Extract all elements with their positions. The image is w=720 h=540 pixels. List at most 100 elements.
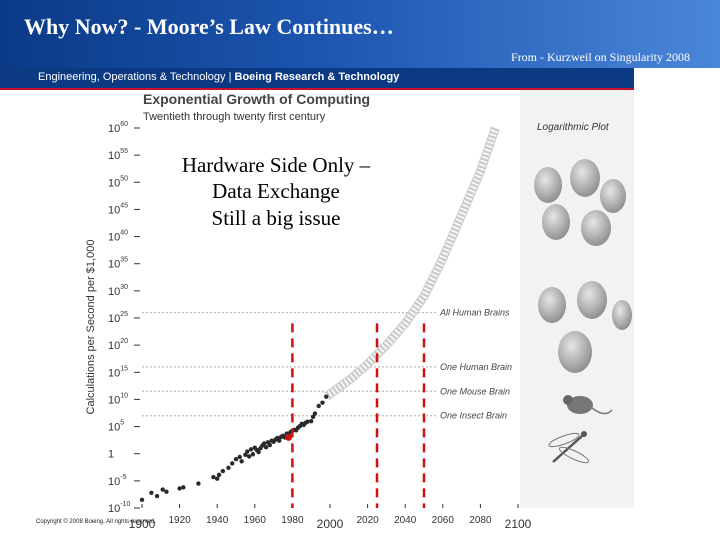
data-point xyxy=(181,485,186,490)
y-tick-exponent: -5 xyxy=(120,474,126,481)
y-tick-label: 105 xyxy=(108,420,124,434)
data-point xyxy=(267,442,273,448)
chart-title: Exponential Growth of Computing xyxy=(143,91,370,107)
projection-band-hatch xyxy=(324,126,499,400)
data-point xyxy=(154,493,160,499)
data-point xyxy=(250,452,256,457)
benchmark-label: One Human Brain xyxy=(440,362,512,372)
human-heads-icon xyxy=(534,159,632,330)
data-point xyxy=(233,456,239,462)
moore-law-chart: Exponential Growth of Computing Twentiet… xyxy=(85,90,634,531)
y-tick-label: 1010 xyxy=(108,392,128,406)
dragonfly-icon xyxy=(548,431,590,464)
benchmark-label-bg xyxy=(436,409,518,422)
data-point xyxy=(316,403,321,409)
data-point xyxy=(245,449,250,454)
y-tick-exponent: 15 xyxy=(120,365,128,372)
x-tick-label: 1920 xyxy=(168,515,191,526)
mouse-icon xyxy=(563,395,613,415)
x-tick-label: 1940 xyxy=(206,515,229,526)
org-band-text: Engineering, Operations & Technology | B… xyxy=(38,71,399,83)
slide-title: Why Now? - Moore’s Law Continues… xyxy=(24,14,394,39)
x-tick-label: 2040 xyxy=(394,515,417,526)
x-tick-label: 2100 xyxy=(505,517,532,531)
org-band-unit: Boeing Research & Technology xyxy=(234,71,400,83)
data-point xyxy=(312,411,318,416)
data-point xyxy=(237,454,242,460)
x-tick-label: 1900 xyxy=(129,517,156,531)
overlay-line-3: Still a big issue xyxy=(212,206,341,230)
y-tick-exponent: 60 xyxy=(120,121,128,128)
y-tick-exponent: 10 xyxy=(120,392,128,399)
y-tick-exponent: 50 xyxy=(120,175,128,182)
y-tick-label: 1060 xyxy=(108,121,128,135)
y-tick-exponent: 40 xyxy=(120,230,128,237)
benchmark-label-bg xyxy=(436,306,518,319)
chart-subtitle: Twentieth through twenty first century xyxy=(143,111,326,123)
y-tick-label: 10-5 xyxy=(108,474,127,488)
data-point xyxy=(320,400,325,405)
data-point xyxy=(226,465,231,471)
data-point xyxy=(216,472,222,478)
benchmark-label: One Insect Brain xyxy=(440,411,507,421)
y-tick-label: 1025 xyxy=(108,311,128,325)
data-point xyxy=(310,414,316,419)
x-tick-label: 2020 xyxy=(356,515,379,526)
y-tick-label: 1040 xyxy=(108,230,128,244)
red-star-marker xyxy=(285,433,293,441)
data-point xyxy=(263,445,269,450)
y-tick-exponent: 5 xyxy=(120,420,124,427)
y-tick-label: 1050 xyxy=(108,175,128,189)
overlay-line-2: Data Exchange xyxy=(212,179,340,203)
x-tick-label: 2080 xyxy=(469,515,492,526)
red-divider xyxy=(0,88,634,90)
benchmark-label: All Human Brains xyxy=(439,308,510,318)
benchmark-label: One Mouse Brain xyxy=(440,386,510,396)
data-point xyxy=(215,476,220,481)
x-tick-label: 1980 xyxy=(281,515,304,526)
data-point xyxy=(211,474,216,480)
y-tick-label: 1035 xyxy=(108,257,128,271)
x-axis-ticks: 1900 1920 1940 1960 1980 2000 2020 2040 2060 2080… xyxy=(129,504,532,531)
data-point xyxy=(248,447,254,452)
y-axis-ticks: 1060105510501045104010351030102510201015… xyxy=(108,121,140,515)
data-point xyxy=(177,486,182,491)
y-tick-label: 1030 xyxy=(108,284,128,298)
x-tick-label: 1960 xyxy=(244,515,267,526)
slide-header: Why Now? - Moore’s Law Continues… From -… xyxy=(0,0,720,68)
x-tick-label: 2000 xyxy=(317,517,344,531)
data-point xyxy=(324,394,329,399)
y-tick-label: 1015 xyxy=(108,365,128,379)
projection-curve xyxy=(323,126,500,401)
data-point xyxy=(256,449,261,455)
y-tick-exponent: 30 xyxy=(120,284,128,291)
y-tick-label: 1020 xyxy=(108,338,128,352)
y-tick-exponent: 55 xyxy=(120,148,128,155)
data-point xyxy=(239,459,244,464)
data-point xyxy=(220,468,226,474)
source-citation: From - Kurzweil on Singularity 2008 xyxy=(511,50,690,64)
y-tick-exponent: 20 xyxy=(120,338,128,345)
y-tick-exponent: 35 xyxy=(120,257,128,264)
red-markers xyxy=(285,323,426,508)
data-point xyxy=(309,418,314,424)
data-point xyxy=(243,452,248,457)
data-point xyxy=(149,490,154,495)
org-band: Engineering, Operations & Technology | B… xyxy=(0,68,634,88)
x-tick-label: 2060 xyxy=(432,515,455,526)
data-point xyxy=(164,489,169,494)
data-point xyxy=(230,461,235,466)
human-head-icon xyxy=(558,331,592,373)
benchmark-lines: All Human Brains One Human Brain One Mouse… xyxy=(142,306,518,422)
log-plot-label: Logarithmic Plot xyxy=(537,122,610,133)
brain-illustrations xyxy=(534,159,632,464)
y-tick-label: 1055 xyxy=(108,148,128,162)
benchmark-label-bg xyxy=(436,385,518,398)
benchmark-label-bg xyxy=(436,360,518,373)
org-band-division: Engineering, Operations & Technology | xyxy=(38,71,235,83)
y-tick-label: 1045 xyxy=(108,202,128,216)
y-axis-label: Calculations per Second per $1,000 xyxy=(85,240,97,415)
data-point xyxy=(196,481,201,486)
y-tick-exponent: -10 xyxy=(120,501,130,508)
picture-box xyxy=(520,90,634,508)
